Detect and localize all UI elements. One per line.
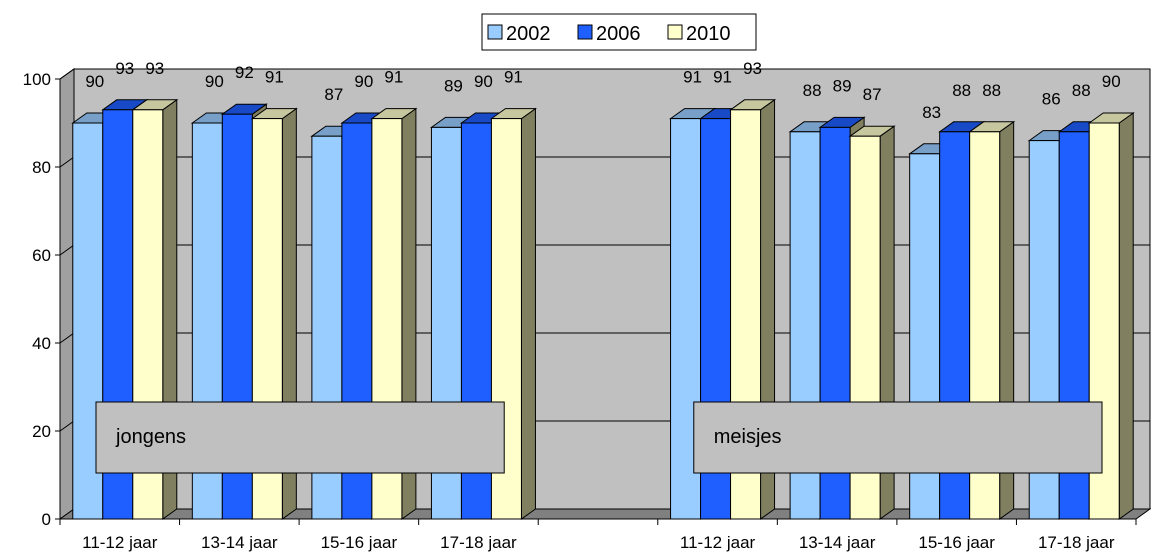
data-label: 88 [1072, 81, 1091, 100]
data-label: 91 [683, 68, 702, 87]
x-tick-label: 15-16 jaar [321, 533, 398, 552]
x-tick-label: 17-18 jaar [1038, 533, 1115, 552]
x-tick-label: 17-18 jaar [440, 533, 517, 552]
bar [489, 107, 538, 520]
gridline [59, 68, 1150, 80]
y-tick-label: 100 [23, 70, 51, 89]
x-axis: 11-12 jaar 13-14 jaar 15-16 jaar 17-18 jaar… [59, 518, 1137, 552]
side-wall [59, 68, 75, 520]
data-label: 89 [444, 76, 463, 95]
y-tick-label: 80 [32, 158, 51, 177]
data-label: 91 [713, 68, 732, 87]
legend-label: 2002 [506, 23, 551, 45]
data-label: 90 [85, 72, 104, 91]
legend-label: 2010 [686, 23, 731, 45]
x-tick-label: 11-12 jaar [82, 533, 158, 552]
group-label-box [693, 401, 1103, 474]
data-label: 86 [1042, 90, 1061, 109]
data-label: 93 [743, 59, 762, 78]
y-tick-label: 40 [32, 334, 51, 353]
y-axis: 0 20 40 60 80 100 [23, 70, 61, 529]
data-label: 88 [952, 81, 971, 100]
group-label: jongens [115, 426, 186, 448]
data-label: 88 [982, 81, 1001, 100]
group-label-boxes: jongens meisjes [95, 401, 1103, 474]
bar [1087, 112, 1135, 520]
data-label: 91 [265, 68, 284, 87]
legend-frame [481, 13, 757, 51]
data-label: 91 [504, 68, 523, 87]
x-tick-label: 11-12 jaar [680, 533, 756, 552]
data-label: 92 [235, 63, 254, 82]
data-label: 87 [324, 85, 343, 104]
data-label: 93 [115, 59, 134, 78]
data-label: 90 [474, 72, 493, 91]
y-tick-label: 60 [32, 246, 51, 265]
legend-swatch [667, 24, 683, 40]
data-label: 83 [922, 103, 941, 122]
data-label: 90 [205, 72, 224, 91]
legend-label: 2006 [596, 23, 641, 45]
data-label: 89 [833, 76, 852, 95]
data-label: 88 [803, 81, 822, 100]
legend: 2002 2006 2010 [481, 13, 757, 51]
data-label: 91 [384, 68, 403, 87]
x-tick-label: 13-14 jaar [201, 533, 278, 552]
bar-side [1118, 112, 1134, 520]
data-label: 90 [1102, 72, 1121, 91]
data-label: 93 [145, 59, 164, 78]
x-tick-label: 13-14 jaar [799, 533, 876, 552]
data-label: 87 [863, 85, 882, 104]
legend-swatch [487, 24, 503, 40]
group-label: meisjes [714, 426, 782, 448]
bar-side [520, 107, 536, 520]
x-tick-label: 15-16 jaar [918, 533, 995, 552]
group-label-box [95, 401, 505, 474]
y-tick-label: 0 [42, 510, 51, 529]
data-label: 90 [354, 72, 373, 91]
legend-swatch [577, 24, 593, 40]
y-tick-label: 20 [32, 422, 51, 441]
